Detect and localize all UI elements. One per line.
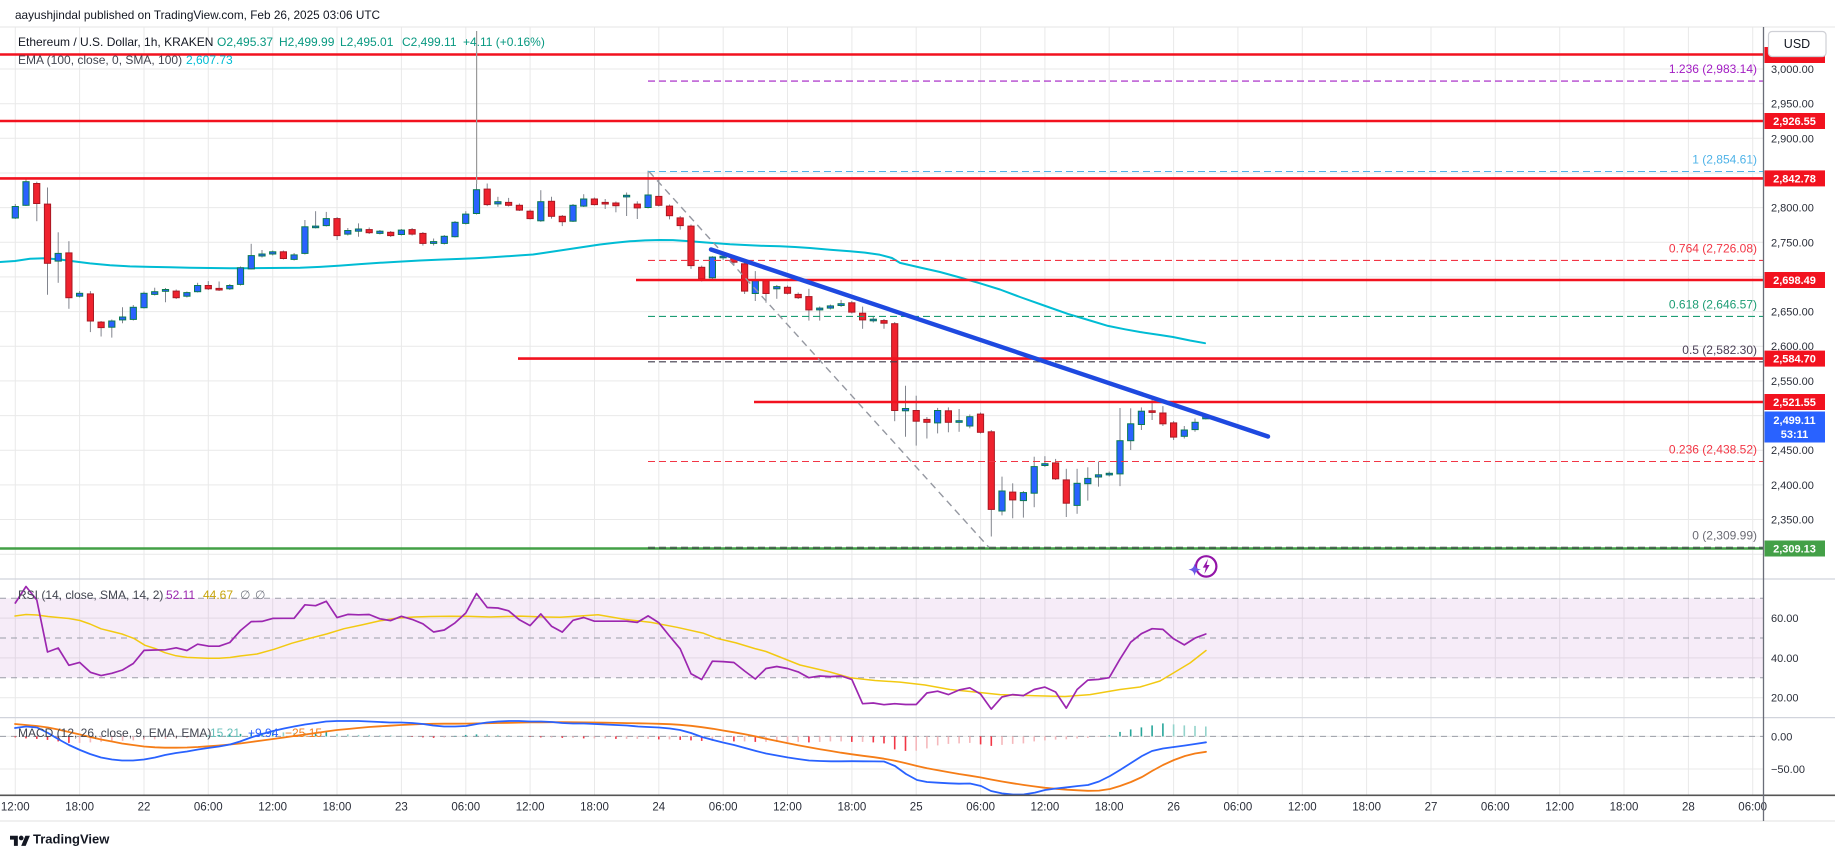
svg-text:18:00: 18:00: [580, 802, 609, 814]
svg-text:53:11: 53:11: [1781, 429, 1809, 441]
svg-text:24: 24: [652, 802, 665, 814]
svg-text:12:00: 12:00: [1, 802, 30, 814]
svg-text:25: 25: [910, 802, 923, 814]
svg-text:2,926.55: 2,926.55: [1773, 116, 1816, 128]
svg-text:+9.94: +9.94: [248, 726, 279, 740]
svg-text:44.67: 44.67: [203, 588, 233, 602]
svg-text:2,900.00: 2,900.00: [1771, 133, 1814, 145]
svg-text:40.00: 40.00: [1771, 653, 1799, 665]
svg-text:0.5 (2,582.30): 0.5 (2,582.30): [1682, 343, 1757, 357]
svg-text:2,550.00: 2,550.00: [1771, 376, 1814, 388]
svg-text:+4.11 (+0.16%): +4.11 (+0.16%): [463, 35, 545, 49]
svg-text:∅: ∅: [255, 588, 265, 602]
svg-text:18:00: 18:00: [838, 802, 867, 814]
svg-text:2,842.78: 2,842.78: [1773, 173, 1816, 185]
svg-text:18:00: 18:00: [323, 802, 352, 814]
svg-text:2,750.00: 2,750.00: [1771, 237, 1814, 249]
svg-text:MACD (12, 26, close, 9, EMA, E: MACD (12, 26, close, 9, EMA, EMA): [18, 726, 211, 740]
svg-text:12:00: 12:00: [1031, 802, 1060, 814]
svg-text:RSI (14, close, SMA, 14, 2): RSI (14, close, SMA, 14, 2): [18, 588, 163, 602]
svg-text:18:00: 18:00: [1095, 802, 1124, 814]
svg-text:15.21: 15.21: [210, 726, 240, 740]
svg-text:2,450.00: 2,450.00: [1771, 445, 1814, 457]
svg-text:23: 23: [395, 802, 408, 814]
svg-text:TradingView: TradingView: [33, 832, 110, 847]
svg-text:22: 22: [138, 802, 151, 814]
svg-text:2,698.49: 2,698.49: [1773, 275, 1816, 287]
svg-text:12:00: 12:00: [773, 802, 802, 814]
svg-text:0.764 (2,726.08): 0.764 (2,726.08): [1669, 241, 1757, 255]
svg-text:−50.00: −50.00: [1771, 764, 1805, 776]
svg-text:−25.15: −25.15: [285, 726, 322, 740]
svg-text:06:00: 06:00: [194, 802, 223, 814]
svg-text:USD: USD: [1784, 37, 1810, 51]
svg-text:06:00: 06:00: [966, 802, 995, 814]
svg-text:∅: ∅: [240, 588, 250, 602]
svg-text:18:00: 18:00: [65, 802, 94, 814]
svg-text:12:00: 12:00: [1288, 802, 1317, 814]
svg-text:18:00: 18:00: [1352, 802, 1381, 814]
svg-text:06:00: 06:00: [451, 802, 480, 814]
svg-text:06:00: 06:00: [1481, 802, 1510, 814]
svg-text:2,400.00: 2,400.00: [1771, 480, 1814, 492]
svg-text:2,350.00: 2,350.00: [1771, 515, 1814, 527]
svg-text:3,000.00: 3,000.00: [1771, 64, 1814, 76]
svg-text:06:00: 06:00: [1224, 802, 1253, 814]
svg-text:12:00: 12:00: [258, 802, 287, 814]
svg-text:2,607.73: 2,607.73: [186, 53, 233, 67]
svg-text:O2,495.37: O2,495.37: [217, 35, 273, 49]
svg-text:0.618 (2,646.57): 0.618 (2,646.57): [1669, 297, 1757, 311]
svg-text:Ethereum / U.S. Dollar, 1h, KR: Ethereum / U.S. Dollar, 1h, KRAKEN: [18, 35, 213, 49]
svg-text:12:00: 12:00: [516, 802, 545, 814]
svg-text:06:00: 06:00: [1738, 802, 1767, 814]
svg-text:52.11: 52.11: [166, 588, 195, 602]
svg-text:H2,499.99: H2,499.99: [279, 35, 335, 49]
svg-text:C2,499.11: C2,499.11: [402, 35, 457, 49]
svg-text:0.236 (2,438.52): 0.236 (2,438.52): [1669, 443, 1757, 457]
svg-text:2,950.00: 2,950.00: [1771, 99, 1814, 111]
svg-text:2,499.11: 2,499.11: [1773, 415, 1815, 427]
svg-text:27: 27: [1425, 802, 1438, 814]
svg-text:26: 26: [1167, 802, 1180, 814]
svg-text:2,521.55: 2,521.55: [1773, 397, 1816, 409]
svg-text:28: 28: [1682, 802, 1695, 814]
svg-text:20.00: 20.00: [1771, 693, 1799, 705]
svg-text:1.236 (2,983.14): 1.236 (2,983.14): [1669, 62, 1757, 76]
svg-text:18:00: 18:00: [1610, 802, 1639, 814]
svg-text:1 (2,854.61): 1 (2,854.61): [1692, 153, 1757, 167]
svg-text:2,600.00: 2,600.00: [1771, 341, 1814, 353]
svg-text:06:00: 06:00: [709, 802, 738, 814]
svg-text:0 (2,309.99): 0 (2,309.99): [1692, 528, 1757, 542]
svg-text:2,650.00: 2,650.00: [1771, 307, 1814, 319]
svg-text:0.00: 0.00: [1771, 731, 1792, 743]
svg-text:2,584.70: 2,584.70: [1773, 354, 1816, 366]
svg-text:12:00: 12:00: [1545, 802, 1574, 814]
svg-text:2,309.13: 2,309.13: [1773, 544, 1816, 556]
svg-text:60.00: 60.00: [1771, 613, 1799, 625]
svg-text:L2,495.01: L2,495.01: [340, 35, 394, 49]
svg-text:aayushjindal published on Trad: aayushjindal published on TradingView.co…: [15, 8, 381, 22]
svg-text:EMA (100, close, 0, SMA, 100): EMA (100, close, 0, SMA, 100): [18, 53, 182, 67]
svg-text:2,800.00: 2,800.00: [1771, 203, 1814, 215]
